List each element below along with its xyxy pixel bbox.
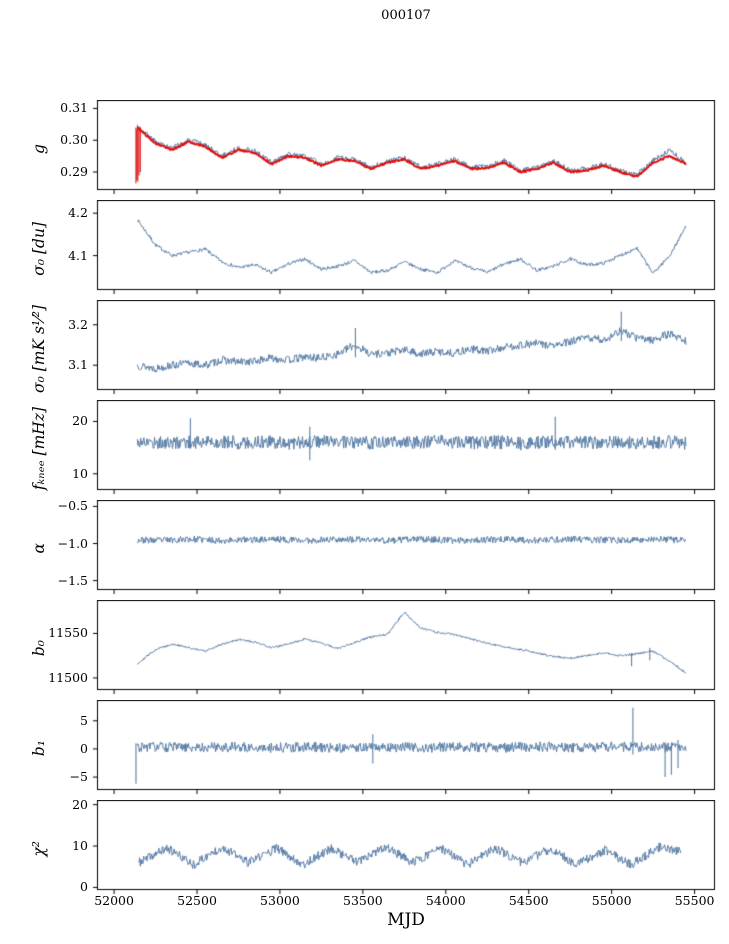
y-tick-label: −5 xyxy=(69,769,88,785)
x-tick-label: 54000 xyxy=(425,893,466,908)
y-tick-label: −0.5 xyxy=(57,498,88,514)
y-tick-label: 11550 xyxy=(48,625,88,641)
y-axis-label-b0: b₀ xyxy=(30,640,48,657)
plot-canvas-sigma0-du xyxy=(91,200,717,297)
y-tick-label: 4.2 xyxy=(68,205,88,221)
y-tick-label: 20 xyxy=(72,413,88,429)
chart-title: 000107 xyxy=(381,8,431,23)
panel-sigma0-du: σ₀ [du] 4.1 4.2 xyxy=(0,200,729,297)
panel-g: g 0.29 0.30 0.31 xyxy=(0,100,729,197)
y-tick-label: −1.5 xyxy=(57,572,88,588)
plot-canvas-g xyxy=(91,100,717,197)
plot-canvas-b1 xyxy=(91,700,717,797)
x-tick-label: 55500 xyxy=(674,893,715,908)
plot-canvas-chi2 xyxy=(91,800,717,897)
y-tick-label: 10 xyxy=(72,838,88,854)
panel-chi2: χ² 0 10 20 xyxy=(0,796,729,897)
panel-sigma0-mk: σ₀ [mK s¹⁄²] 3.1 3.2 xyxy=(0,300,729,397)
plot-canvas-alpha xyxy=(91,500,717,597)
y-tick-label: 20 xyxy=(72,796,88,812)
y-tick-label: 3.2 xyxy=(68,316,88,332)
y-tick-label: −1.0 xyxy=(57,535,88,551)
y-tick-label: 0.29 xyxy=(60,164,88,180)
y-tick-label: 5 xyxy=(80,712,88,728)
y-axis-label-wrap: σ₀ [mK s¹⁄²] xyxy=(22,300,56,397)
panel-b0: b₀ 11500 11550 xyxy=(0,600,729,697)
plot-canvas-b0 xyxy=(91,600,717,697)
x-tick-label: 52500 xyxy=(177,893,217,908)
panel-fknee: fₖₙₑₑ [mHz] 10 20 xyxy=(0,400,729,497)
y-tick-label: 0 xyxy=(80,740,88,756)
x-tick-label: 55000 xyxy=(591,893,632,908)
x-tick-label: 52000 xyxy=(94,893,134,908)
x-axis-label: MJD xyxy=(387,910,425,930)
y-tick-label: 10 xyxy=(72,465,88,481)
y-tick-label: 0.30 xyxy=(60,132,88,148)
x-tick-labels: 52000 52500 53000 53500 54000 54500 55000 55500 xyxy=(0,893,729,909)
panel-b1: b₁ −5 0 5 xyxy=(0,700,729,797)
y-tick-label: 4.1 xyxy=(68,247,88,263)
y-tick-label: 0.31 xyxy=(60,100,88,116)
plot-canvas-fknee xyxy=(91,400,717,497)
y-tick-label: 0 xyxy=(80,879,88,895)
panel-alpha: α −1.5 −1.0 −0.5 xyxy=(0,498,729,597)
x-tick-label: 54500 xyxy=(508,893,549,908)
y-tick-label: 11500 xyxy=(48,669,88,685)
plot-canvas-sigma0-mk xyxy=(91,300,717,397)
x-tick-label: 53000 xyxy=(260,893,300,908)
y-tick-label: 3.1 xyxy=(68,357,88,373)
x-tick-label: 53500 xyxy=(342,893,383,908)
